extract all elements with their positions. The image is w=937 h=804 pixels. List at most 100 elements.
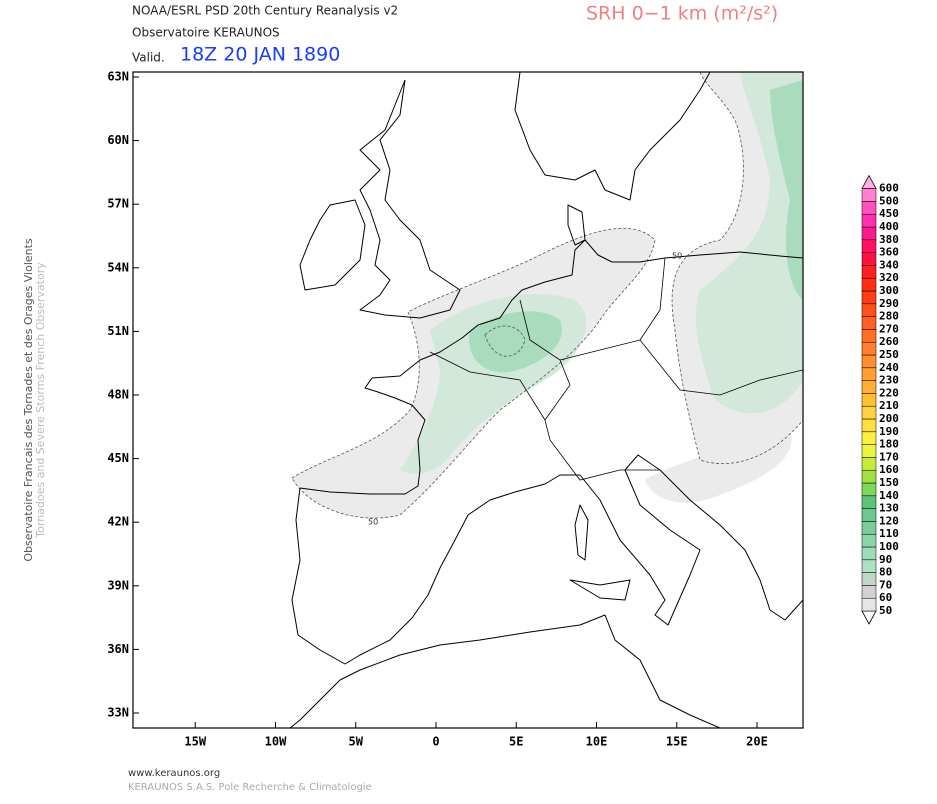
lon-label: 20E xyxy=(746,735,768,749)
colorbar-label: 160 xyxy=(879,463,899,476)
lon-label: 15W xyxy=(184,735,206,749)
srh-shade xyxy=(469,311,562,373)
side-text-french: Observatoire Francais des Tornades et de… xyxy=(22,238,35,562)
colorbar-lower-arrow xyxy=(861,610,877,625)
colorbar-swatch xyxy=(861,585,877,599)
lat-label: 42N xyxy=(107,515,129,529)
colorbar-label: 120 xyxy=(879,514,899,527)
colorbar-label: 90 xyxy=(879,553,892,566)
colorbar-label: 290 xyxy=(879,297,899,310)
colorbar-label: 380 xyxy=(879,233,899,246)
side-text-english: Tornadoes and Severe Storms French Obser… xyxy=(34,262,47,539)
lat-label: 39N xyxy=(107,578,129,592)
source-text: NOAA/ESRL PSD 20th Century Reanalysis v2 xyxy=(132,4,398,18)
colorbar-label: 190 xyxy=(879,425,899,438)
coastline xyxy=(514,72,711,201)
colorbar-label: 400 xyxy=(879,220,899,233)
lat-label: 54N xyxy=(107,260,129,274)
colorbar-label: 210 xyxy=(879,399,899,412)
colorbar-label: 180 xyxy=(879,438,899,451)
colorbar-swatch xyxy=(861,457,877,471)
colorbar-swatch xyxy=(861,290,877,305)
colorbar-upper-arrow xyxy=(861,174,877,190)
colorbar-swatch xyxy=(861,469,877,484)
colorbar-swatch xyxy=(861,239,877,253)
colorbar-swatch xyxy=(861,508,877,522)
colorbar-swatch xyxy=(861,393,877,407)
footer-url: www.keraunos.org xyxy=(128,768,220,779)
colorbar-label: 280 xyxy=(879,310,899,323)
colorbar-swatch xyxy=(861,546,877,561)
valid-prefix: Valid. xyxy=(132,51,165,65)
contour-line xyxy=(671,72,803,464)
colorbar-label: 100 xyxy=(879,540,899,553)
coastline xyxy=(567,204,586,246)
coastline xyxy=(299,239,803,495)
coastline xyxy=(299,199,366,291)
lon-label: 0 xyxy=(432,735,439,749)
colorbar-label: 500 xyxy=(879,194,899,207)
colorbar-label: 60 xyxy=(879,591,892,604)
coastline xyxy=(574,504,589,561)
colorbar-swatch xyxy=(861,277,877,292)
contour-line xyxy=(484,325,526,357)
colorbar-swatch xyxy=(861,316,877,330)
coastline xyxy=(291,454,803,665)
colorbar-swatch xyxy=(861,431,877,445)
lon-label: 15E xyxy=(666,735,688,749)
colorbar-label: 110 xyxy=(879,527,899,540)
contour-label: 50 xyxy=(672,252,682,261)
colorbar-swatch xyxy=(861,201,877,215)
colorbar-swatch xyxy=(861,213,877,228)
colorbar-label: 200 xyxy=(879,412,899,425)
lon-label: 5W xyxy=(349,735,364,749)
colorbar-swatch xyxy=(861,380,877,394)
contour-line xyxy=(291,227,656,519)
colorbar-swatch xyxy=(861,265,877,279)
colorbar-swatch xyxy=(861,367,877,381)
lat-label: 63N xyxy=(107,70,129,84)
coastline xyxy=(359,79,461,319)
colorbar-swatch xyxy=(861,329,877,343)
valid-time: 18Z 20 JAN 1890 xyxy=(180,44,340,66)
colorbar-swatch xyxy=(861,495,877,509)
map-title: SRH 0−1 km (m²/s²) xyxy=(586,3,778,25)
coastline xyxy=(339,614,721,728)
srh-shade xyxy=(645,430,792,503)
lat-label: 45N xyxy=(107,451,129,465)
colorbar-label: 220 xyxy=(879,386,899,399)
colorbar-swatch xyxy=(861,341,877,356)
colorbar-label: 70 xyxy=(879,578,892,591)
contour-label: 50 xyxy=(368,518,378,527)
lon-label: 5E xyxy=(509,735,523,749)
coastline xyxy=(289,679,341,728)
colorbar-label: 230 xyxy=(879,374,899,387)
lon-label: 10E xyxy=(586,735,608,749)
colorbar-label: 150 xyxy=(879,476,899,489)
colorbar-label: 300 xyxy=(879,284,899,297)
colorbar-swatch xyxy=(861,226,877,241)
observatory-text: Observatoire KERAUNOS xyxy=(132,26,280,40)
colorbar-label: 130 xyxy=(879,502,899,515)
colorbar-swatch xyxy=(861,559,877,573)
colorbar-label: 250 xyxy=(879,348,899,361)
colorbar-label: 360 xyxy=(879,246,899,259)
lat-label: 48N xyxy=(107,388,129,402)
colorbar-swatch xyxy=(861,252,877,266)
colorbar-swatch xyxy=(861,188,877,202)
colorbar-swatch xyxy=(861,597,877,612)
coastline xyxy=(569,579,631,601)
colorbar-label: 340 xyxy=(879,258,899,271)
lat-label: 51N xyxy=(107,324,129,338)
colorbar-label: 600 xyxy=(879,182,899,195)
footer-company: KERAUNOS S.A.S. Pole Recherche & Climato… xyxy=(128,782,372,793)
colorbar-swatch xyxy=(861,482,877,497)
lat-label: 33N xyxy=(107,706,129,720)
border xyxy=(429,257,803,481)
colorbar-swatch xyxy=(861,521,877,535)
colorbar-swatch xyxy=(861,303,877,317)
colorbar-label: 240 xyxy=(879,361,899,374)
srh-shade xyxy=(770,80,803,300)
colorbar-label: 80 xyxy=(879,566,892,579)
